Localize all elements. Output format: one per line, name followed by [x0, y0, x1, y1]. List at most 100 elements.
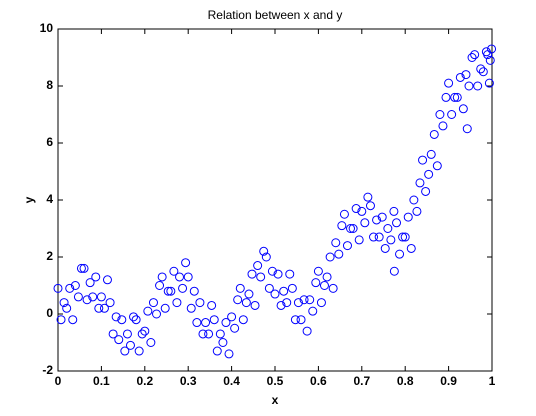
- point: [389, 206, 399, 216]
- point: [88, 292, 98, 302]
- point: [452, 92, 462, 102]
- point: [400, 232, 410, 242]
- point: [418, 155, 428, 165]
- point: [233, 295, 243, 305]
- point: [186, 303, 196, 313]
- point: [363, 192, 373, 202]
- point: [395, 249, 405, 259]
- point: [270, 289, 280, 299]
- point: [346, 224, 356, 233]
- point: [189, 286, 199, 296]
- point: [183, 272, 193, 282]
- x-tick-label: 0.2: [136, 374, 153, 388]
- x-tick-label: 0.7: [353, 374, 370, 388]
- point: [224, 349, 234, 359]
- point: [99, 303, 109, 313]
- point: [146, 338, 156, 347]
- point: [389, 266, 399, 276]
- point: [56, 315, 66, 325]
- chart-title: Relation between x and y: [208, 8, 343, 22]
- point: [181, 258, 191, 268]
- y-tick-label: 0: [46, 306, 53, 320]
- point: [447, 110, 457, 119]
- point: [377, 212, 387, 222]
- point: [163, 286, 173, 296]
- point: [325, 252, 335, 262]
- point: [62, 303, 72, 313]
- point: [218, 338, 228, 347]
- point: [450, 92, 460, 102]
- x-tick-label: 1: [489, 374, 496, 388]
- point: [273, 269, 283, 279]
- point: [409, 195, 419, 205]
- point: [94, 303, 104, 313]
- point: [256, 272, 266, 282]
- point: [122, 329, 132, 339]
- point: [319, 281, 329, 290]
- point: [322, 272, 332, 282]
- point: [374, 232, 384, 242]
- point: [438, 121, 448, 131]
- point: [105, 298, 115, 308]
- point: [348, 224, 358, 233]
- point: [169, 266, 179, 276]
- x-tick-label: 0: [55, 374, 62, 388]
- point: [276, 300, 286, 310]
- point: [357, 206, 367, 216]
- point: [424, 169, 434, 179]
- point: [386, 235, 396, 245]
- point: [204, 329, 214, 339]
- point: [473, 81, 483, 91]
- point: [195, 298, 205, 308]
- point: [160, 303, 170, 313]
- point: [152, 309, 162, 319]
- point: [354, 235, 364, 245]
- point: [483, 50, 493, 60]
- point: [299, 295, 309, 305]
- point: [287, 283, 297, 293]
- y-tick-label: 2: [46, 249, 53, 263]
- x-tick-label: 0.1: [93, 374, 110, 388]
- point: [435, 110, 445, 119]
- point: [429, 129, 439, 139]
- y-tick-label: 10: [40, 21, 54, 35]
- point: [250, 300, 260, 310]
- point: [129, 312, 139, 322]
- y-tick-label: 4: [46, 192, 53, 206]
- point: [73, 292, 83, 302]
- x-tick-label: 0.5: [267, 374, 284, 388]
- point: [455, 72, 465, 82]
- point: [461, 70, 471, 80]
- point: [383, 224, 393, 233]
- point: [82, 295, 92, 305]
- point: [282, 298, 292, 308]
- x-tick-label: 0.9: [440, 374, 457, 388]
- point: [157, 272, 167, 282]
- point: [342, 241, 352, 251]
- x-tick-label: 0.4: [223, 374, 240, 388]
- point: [172, 298, 182, 308]
- point: [120, 346, 130, 356]
- point: [102, 275, 112, 285]
- point: [201, 318, 211, 328]
- point: [351, 204, 361, 214]
- point: [261, 252, 271, 262]
- point: [267, 266, 277, 276]
- point: [484, 78, 494, 88]
- point: [131, 315, 141, 325]
- point: [339, 209, 349, 219]
- point: [478, 67, 488, 77]
- point: [296, 315, 306, 325]
- point: [467, 53, 477, 62]
- point: [143, 306, 153, 316]
- point: [426, 149, 436, 159]
- point: [398, 232, 408, 242]
- point: [178, 283, 188, 293]
- point: [108, 329, 118, 339]
- point: [244, 289, 254, 299]
- point: [85, 278, 95, 288]
- point: [302, 326, 312, 336]
- point: [334, 249, 344, 259]
- point: [59, 298, 69, 308]
